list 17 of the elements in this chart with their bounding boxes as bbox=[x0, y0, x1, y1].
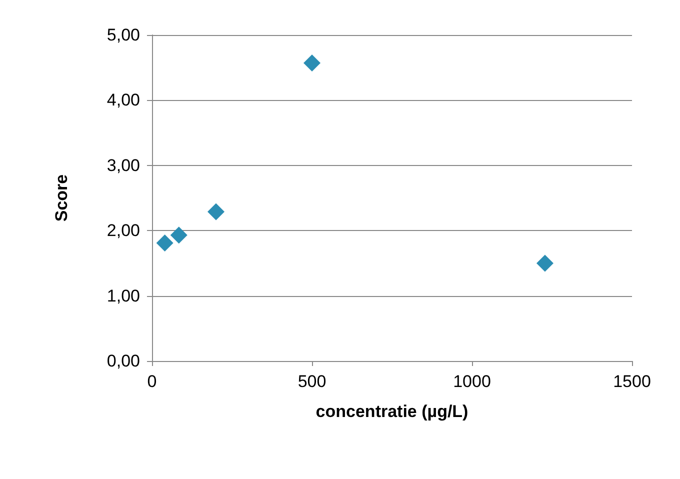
y-tick-label: 3,00 bbox=[106, 156, 140, 175]
point bbox=[304, 54, 320, 72]
x-tick-label: 1000 bbox=[453, 372, 491, 391]
point bbox=[156, 234, 174, 252]
x-tick-label: 500 bbox=[298, 372, 326, 391]
x-tick-label: 1500 bbox=[613, 372, 651, 391]
point bbox=[170, 226, 188, 244]
y-axis-title: Score bbox=[52, 174, 71, 222]
y-tick-label: 4,00 bbox=[106, 90, 140, 110]
point bbox=[536, 254, 554, 272]
y-tick-label: 1,00 bbox=[106, 286, 140, 306]
y-tick-label: 0,00 bbox=[106, 352, 140, 370]
x-tick-label: 0 bbox=[147, 372, 157, 391]
y-tick-label: 5,00 bbox=[106, 26, 140, 44]
y-tick-label: 2,00 bbox=[106, 221, 140, 240]
x-axis-title: concentratie (µg/L) bbox=[316, 402, 468, 421]
point bbox=[208, 203, 224, 220]
